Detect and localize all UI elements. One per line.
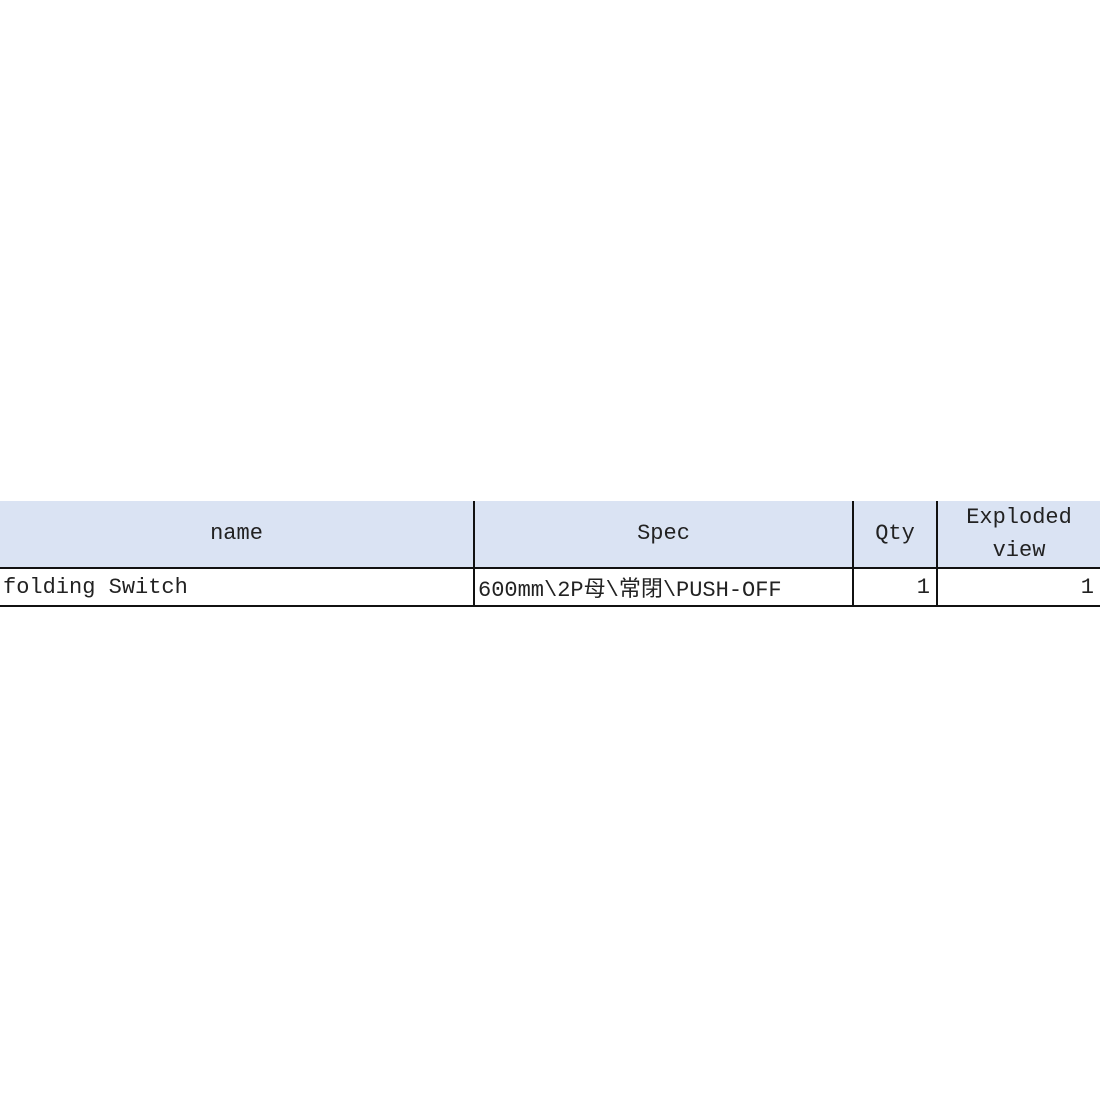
parts-table: name Spec Qty Exploded view folding Swit… [0, 501, 1100, 607]
header-name: name [0, 501, 474, 569]
cell-qty[interactable]: 1 [852, 568, 937, 607]
header-row: name Spec Qty Exploded view [0, 501, 1100, 569]
header-qty: Qty [852, 501, 937, 569]
header-exploded-view: Exploded view [936, 501, 1100, 569]
table-row: folding Switch 600mm\2P母\常閉\PUSH-OFF 1 1 [0, 568, 1100, 607]
cell-exploded-view[interactable]: 1 [936, 568, 1100, 607]
header-spec: Spec [473, 501, 853, 569]
cell-spec[interactable]: 600mm\2P母\常閉\PUSH-OFF [473, 568, 853, 607]
cell-name[interactable]: folding Switch [0, 568, 474, 607]
